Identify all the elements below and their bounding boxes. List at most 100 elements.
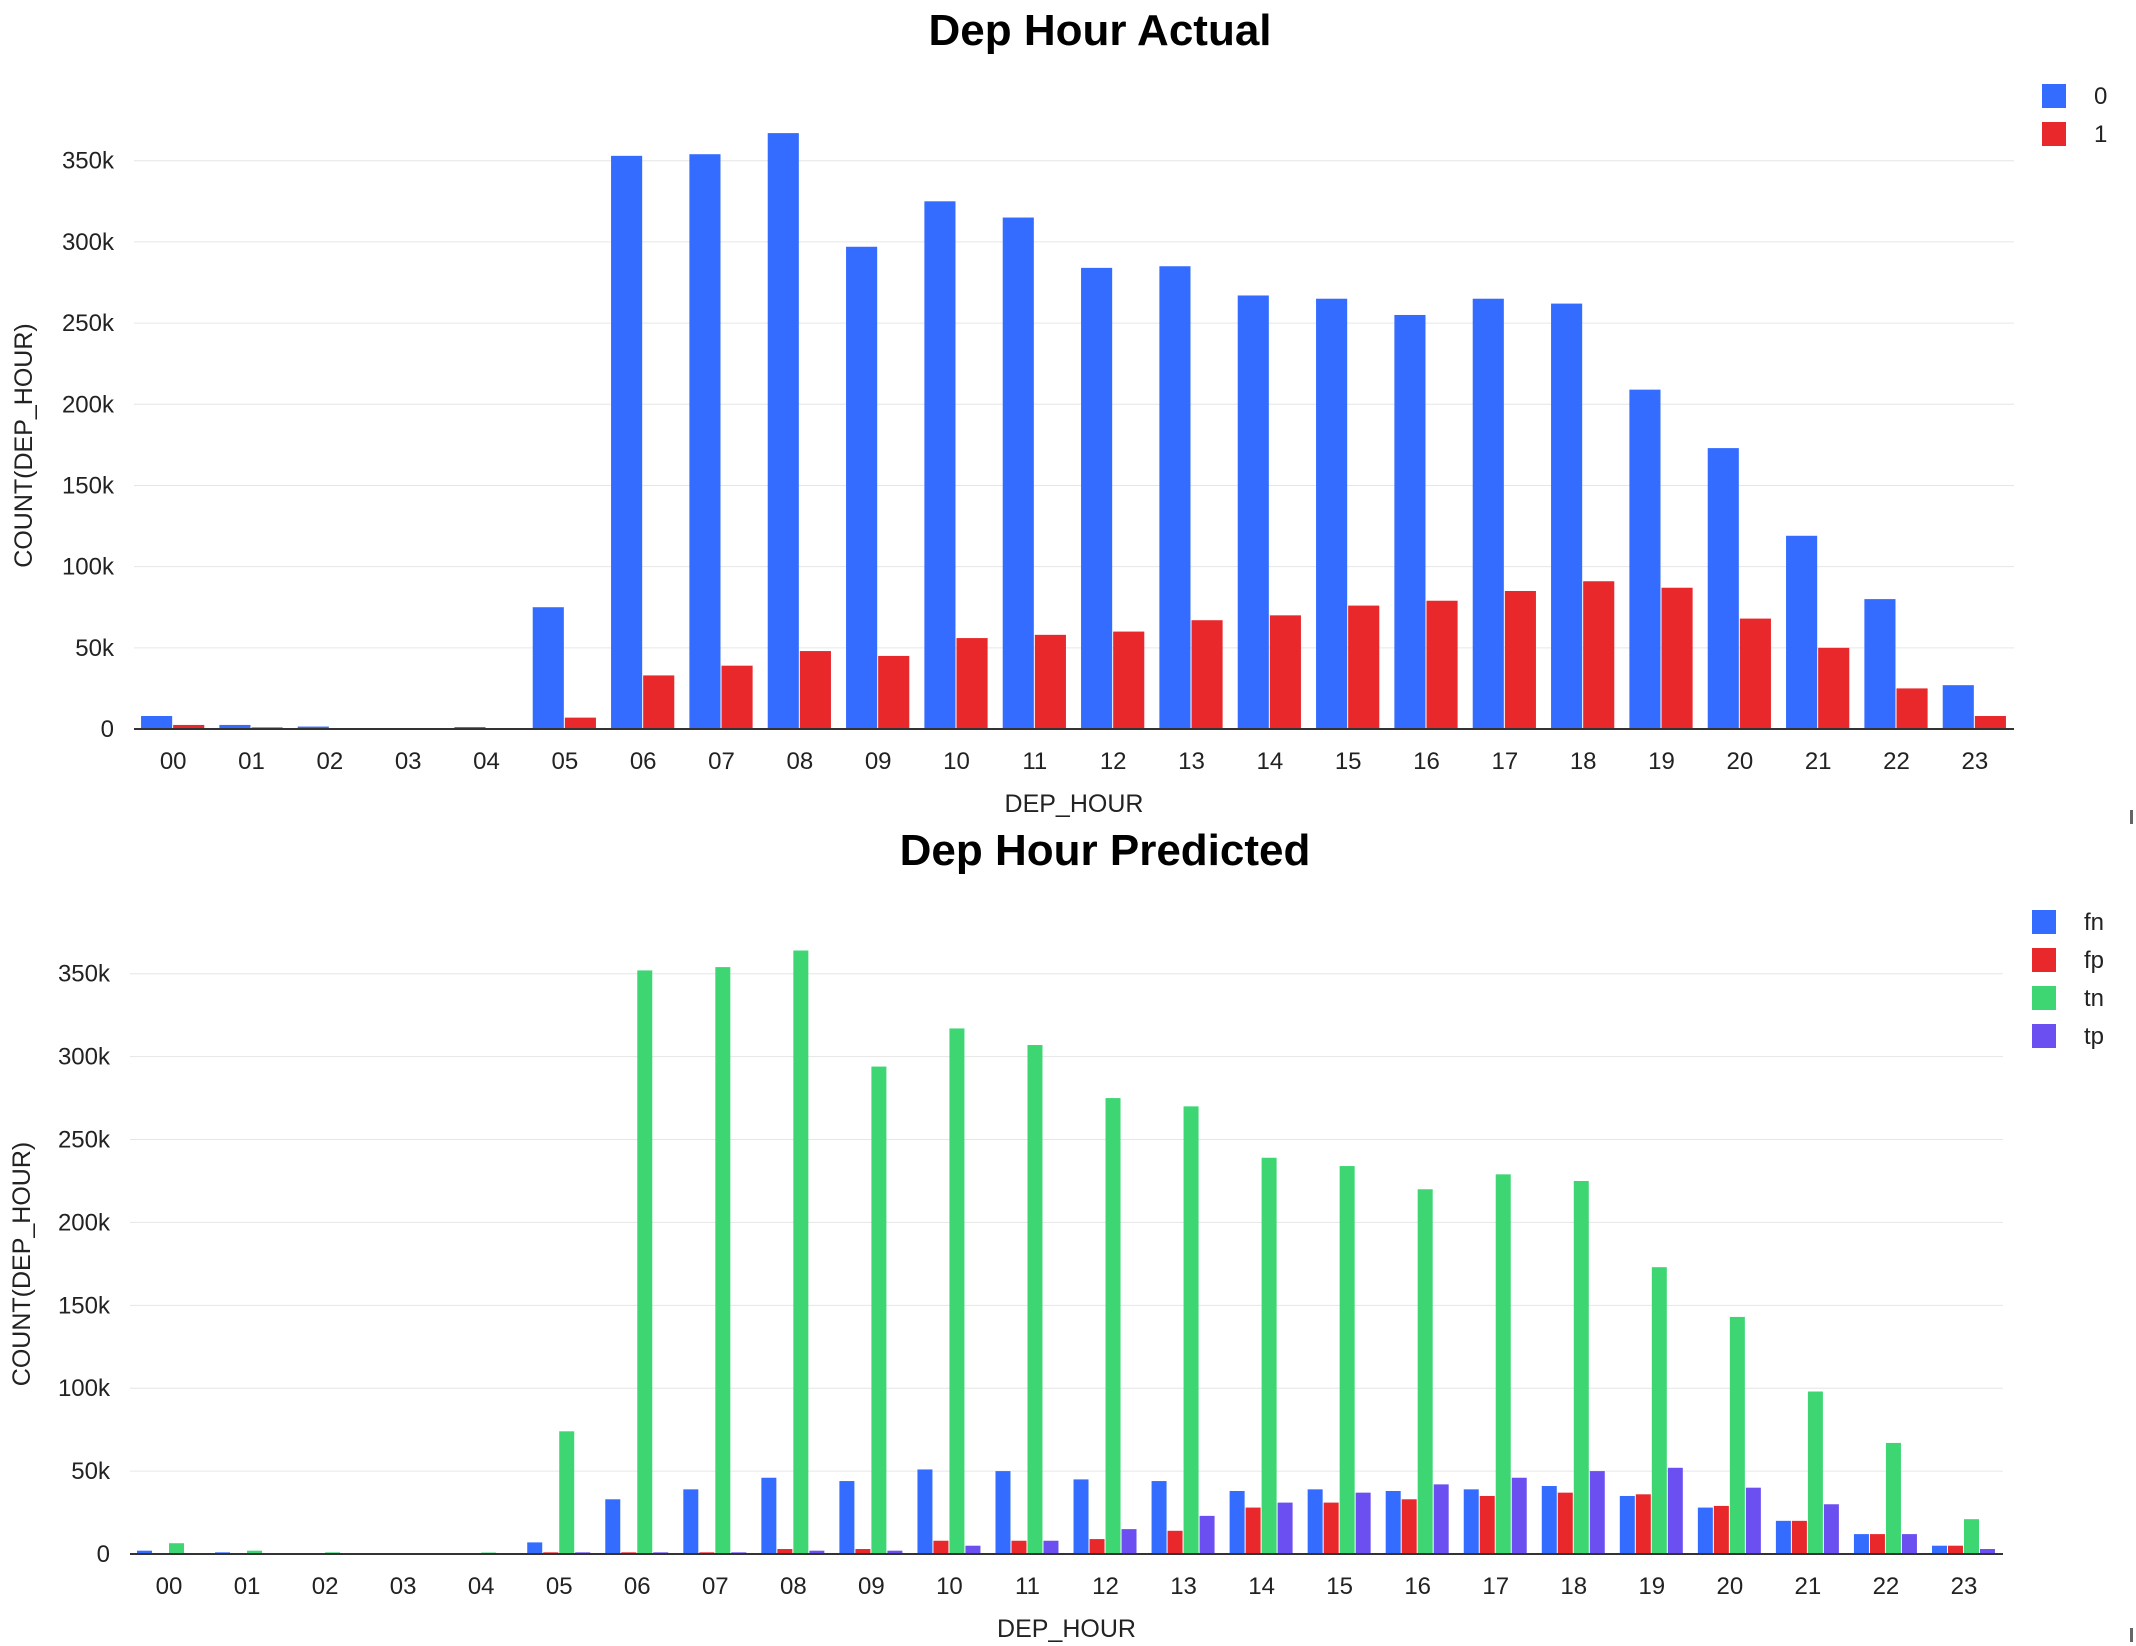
bar-fn-16[interactable] bbox=[1385, 1491, 1401, 1554]
bar-1-23[interactable] bbox=[1974, 716, 2006, 729]
bar-tn-05[interactable] bbox=[559, 1431, 575, 1554]
bar-0-23[interactable] bbox=[1942, 685, 1974, 729]
bar-0-01[interactable] bbox=[219, 724, 251, 729]
bar-tp-21[interactable] bbox=[1823, 1504, 1839, 1554]
bar-0-00[interactable] bbox=[141, 716, 173, 729]
bar-0-02[interactable] bbox=[297, 726, 329, 729]
bar-tn-20[interactable] bbox=[1729, 1316, 1745, 1554]
bar-0-06[interactable] bbox=[611, 155, 643, 729]
bar-0-17[interactable] bbox=[1472, 298, 1504, 729]
bar-tp-17[interactable] bbox=[1511, 1477, 1527, 1554]
bar-1-09[interactable] bbox=[878, 655, 910, 729]
bar-0-08[interactable] bbox=[767, 133, 799, 729]
bar-1-19[interactable] bbox=[1661, 587, 1693, 729]
bar-fp-16[interactable] bbox=[1401, 1499, 1417, 1554]
bar-tn-18[interactable] bbox=[1573, 1180, 1589, 1554]
bar-tn-12[interactable] bbox=[1105, 1098, 1121, 1554]
bar-tp-11[interactable] bbox=[1043, 1540, 1059, 1554]
bar-tp-08[interactable] bbox=[809, 1550, 825, 1554]
bar-fp-12[interactable] bbox=[1089, 1539, 1105, 1554]
bar-fn-10[interactable] bbox=[917, 1469, 933, 1554]
resize-handle[interactable] bbox=[2130, 810, 2133, 824]
bar-fp-21[interactable] bbox=[1791, 1520, 1807, 1554]
legend-item-fn[interactable]: fn bbox=[2032, 909, 2104, 936]
bar-tn-06[interactable] bbox=[637, 970, 653, 1554]
bar-tp-20[interactable] bbox=[1745, 1487, 1761, 1554]
bar-fp-17[interactable] bbox=[1479, 1495, 1495, 1554]
bar-fn-15[interactable] bbox=[1307, 1489, 1323, 1554]
bar-0-16[interactable] bbox=[1394, 314, 1426, 729]
legend-item-fp[interactable]: fp bbox=[2032, 947, 2104, 974]
legend-item-0[interactable]: 0 bbox=[2042, 83, 2107, 110]
bar-1-15[interactable] bbox=[1348, 605, 1380, 729]
bar-fn-09[interactable] bbox=[839, 1481, 855, 1554]
bar-tn-11[interactable] bbox=[1027, 1045, 1043, 1554]
bar-0-15[interactable] bbox=[1316, 298, 1348, 729]
bar-tn-19[interactable] bbox=[1651, 1267, 1667, 1554]
bar-0-10[interactable] bbox=[924, 201, 956, 730]
bar-tn-15[interactable] bbox=[1339, 1166, 1355, 1554]
bar-fn-17[interactable] bbox=[1463, 1489, 1479, 1554]
bar-1-18[interactable] bbox=[1583, 581, 1615, 729]
bar-1-05[interactable] bbox=[564, 717, 596, 729]
bar-1-10[interactable] bbox=[956, 638, 988, 729]
bar-fp-09[interactable] bbox=[855, 1549, 871, 1554]
bar-0-13[interactable] bbox=[1159, 266, 1191, 729]
bar-tn-10[interactable] bbox=[949, 1028, 965, 1554]
bar-1-12[interactable] bbox=[1113, 631, 1145, 729]
bar-1-00[interactable] bbox=[173, 724, 205, 729]
bar-fp-13[interactable] bbox=[1167, 1530, 1183, 1554]
bar-0-22[interactable] bbox=[1864, 599, 1896, 729]
bar-1-20[interactable] bbox=[1739, 618, 1771, 729]
bar-tp-13[interactable] bbox=[1199, 1515, 1215, 1554]
bar-tp-23[interactable] bbox=[1979, 1549, 1995, 1554]
bar-fn-11[interactable] bbox=[995, 1471, 1011, 1554]
bar-fn-14[interactable] bbox=[1229, 1491, 1245, 1554]
legend-item-tp[interactable]: tp bbox=[2032, 1023, 2104, 1050]
bar-1-13[interactable] bbox=[1191, 620, 1223, 729]
bar-fn-21[interactable] bbox=[1775, 1520, 1791, 1554]
bar-1-07[interactable] bbox=[721, 665, 753, 729]
bar-0-09[interactable] bbox=[846, 246, 878, 729]
bar-tn-00[interactable] bbox=[169, 1543, 185, 1554]
bar-0-21[interactable] bbox=[1786, 535, 1818, 729]
bar-1-16[interactable] bbox=[1426, 600, 1458, 729]
bar-fn-19[interactable] bbox=[1619, 1495, 1635, 1554]
bar-1-17[interactable] bbox=[1504, 590, 1536, 729]
bar-0-07[interactable] bbox=[689, 154, 721, 729]
bar-tn-17[interactable] bbox=[1495, 1174, 1511, 1554]
bar-fn-13[interactable] bbox=[1151, 1481, 1167, 1554]
bar-0-05[interactable] bbox=[532, 607, 564, 729]
bar-tp-18[interactable] bbox=[1589, 1471, 1605, 1554]
bar-tp-16[interactable] bbox=[1433, 1484, 1449, 1554]
bar-fp-11[interactable] bbox=[1011, 1540, 1027, 1554]
bar-0-20[interactable] bbox=[1707, 448, 1739, 729]
bar-fp-18[interactable] bbox=[1557, 1492, 1573, 1554]
bar-1-06[interactable] bbox=[643, 675, 675, 729]
bar-fp-15[interactable] bbox=[1323, 1502, 1339, 1554]
bar-fp-23[interactable] bbox=[1947, 1545, 1963, 1554]
bar-fp-22[interactable] bbox=[1869, 1534, 1885, 1554]
bar-fn-18[interactable] bbox=[1541, 1486, 1557, 1554]
bar-tn-22[interactable] bbox=[1885, 1442, 1901, 1554]
bar-0-14[interactable] bbox=[1237, 295, 1269, 729]
bar-fp-10[interactable] bbox=[933, 1540, 949, 1554]
bar-fn-20[interactable] bbox=[1697, 1507, 1713, 1554]
bar-1-11[interactable] bbox=[1034, 634, 1066, 729]
bar-tp-09[interactable] bbox=[887, 1550, 903, 1554]
bar-tn-01[interactable] bbox=[247, 1550, 263, 1554]
bar-tp-22[interactable] bbox=[1901, 1534, 1917, 1554]
bar-tn-08[interactable] bbox=[793, 950, 809, 1554]
bar-0-12[interactable] bbox=[1081, 267, 1113, 729]
bar-fn-00[interactable] bbox=[137, 1550, 153, 1554]
bar-tp-19[interactable] bbox=[1667, 1467, 1683, 1554]
bar-tp-10[interactable] bbox=[965, 1545, 981, 1554]
bar-tn-23[interactable] bbox=[1963, 1519, 1979, 1554]
bar-1-22[interactable] bbox=[1896, 688, 1928, 729]
bar-tp-12[interactable] bbox=[1121, 1529, 1137, 1554]
bar-tp-15[interactable] bbox=[1355, 1492, 1371, 1554]
bar-fn-08[interactable] bbox=[761, 1477, 777, 1554]
bar-tn-16[interactable] bbox=[1417, 1189, 1433, 1554]
bar-fn-22[interactable] bbox=[1853, 1534, 1869, 1554]
bar-fp-08[interactable] bbox=[777, 1549, 793, 1554]
